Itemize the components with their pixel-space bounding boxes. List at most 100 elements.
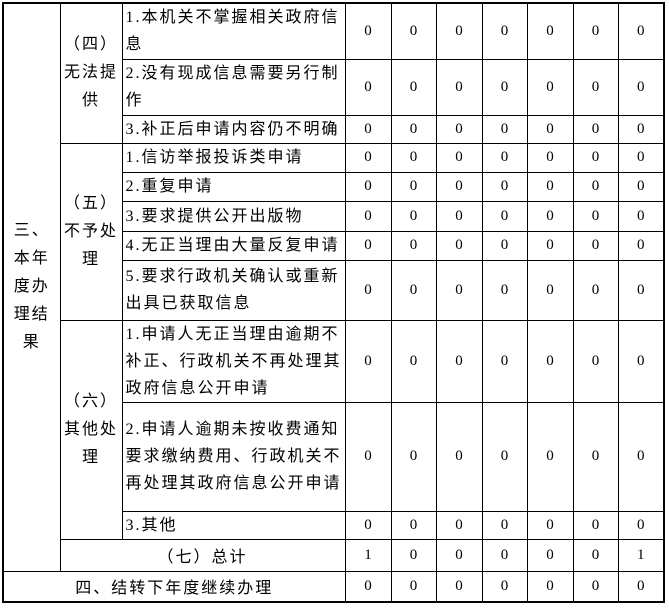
item-cell: 3.补正后申请内容仍不明确 <box>121 114 346 144</box>
value-cell: 0 <box>526 230 574 261</box>
value-cell: 0 <box>344 259 392 321</box>
item-cell: 4.无正当理由大量反复申请 <box>121 230 346 261</box>
value-cell: 0 <box>572 319 619 403</box>
value-cell: 0 <box>390 142 437 173</box>
value-cell: 0 <box>390 58 437 116</box>
value-cell: 0 <box>390 230 437 261</box>
value-cell: 0 <box>572 171 619 202</box>
value-cell: 0 <box>435 538 483 572</box>
carryover-label-cell: 四、结转下年度继续办理 <box>2 570 346 603</box>
value-cell: 0 <box>344 58 392 116</box>
section-cell-year-results: 三、本年度办理结果 <box>2 2 61 572</box>
group-label: （四）无法提供 <box>63 36 118 110</box>
value-cell: 0 <box>344 142 392 173</box>
value-cell: 0 <box>526 570 574 603</box>
value-cell: 0 <box>526 319 574 403</box>
value-cell: 0 <box>572 570 619 603</box>
value-cell: 0 <box>481 58 528 116</box>
value-cell: 0 <box>526 142 574 173</box>
group-cell-unable-to-provide: （四）无法提供 <box>59 2 123 144</box>
table-row: 3.其他 0 0 0 0 0 0 0 <box>3 510 665 540</box>
value-cell: 0 <box>572 142 619 173</box>
value-cell: 0 <box>390 510 437 540</box>
value-cell: 0 <box>390 2 437 60</box>
value-cell: 0 <box>526 510 574 540</box>
value-cell: 0 <box>435 171 483 202</box>
value-cell: 0 <box>526 200 574 232</box>
table-row: 3.补正后申请内容仍不明确 0 0 0 0 0 0 0 <box>3 114 665 144</box>
value-cell: 0 <box>617 319 665 403</box>
item-cell: 1.申请人无正当理由逾期不补正、行政机关不再处理其政府信息公开申请 <box>121 319 346 403</box>
value-cell: 0 <box>481 319 528 403</box>
value-cell: 0 <box>390 259 437 321</box>
item-cell: 3.要求提供公开出版物 <box>121 200 346 232</box>
value-cell: 0 <box>344 401 392 512</box>
group-cell-other-processing: （六）其他处理 <box>59 319 123 540</box>
value-cell: 0 <box>481 570 528 603</box>
value-cell: 0 <box>617 510 665 540</box>
value-cell: 0 <box>481 401 528 512</box>
value-cell: 0 <box>617 142 665 173</box>
table-row: 5.要求行政机关确认或重新出具已获取信息 0 0 0 0 0 0 0 <box>3 259 665 321</box>
value-cell: 0 <box>344 2 392 60</box>
value-cell: 0 <box>617 171 665 202</box>
item-cell: 2.重复申请 <box>121 171 346 202</box>
value-cell: 0 <box>435 200 483 232</box>
total-label-cell: （七）总计 <box>59 538 346 572</box>
value-cell: 0 <box>344 114 392 144</box>
value-cell: 0 <box>435 2 483 60</box>
table-row: （五）不予处理 1.信访举报投诉类申请 0 0 0 0 0 0 0 <box>3 142 665 321</box>
table-row-total: （七）总计 1 0 0 0 0 0 1 <box>3 538 665 572</box>
value-cell: 0 <box>390 401 437 512</box>
group-label: （六）其他处理 <box>63 392 118 466</box>
value-cell: 1 <box>344 538 392 572</box>
table-row: 3.要求提供公开出版物 0 0 0 0 0 0 0 <box>3 200 665 232</box>
item-cell: 2.没有现成信息需要另行制作 <box>121 58 346 116</box>
value-cell: 0 <box>435 510 483 540</box>
section-label: 三、本年度办理结果 <box>13 222 50 352</box>
value-cell: 0 <box>344 319 392 403</box>
value-cell: 0 <box>572 510 619 540</box>
item-cell: 1.本机关不掌握相关政府信息 <box>121 2 346 60</box>
table-row: 三、本年度办理结果 （四）无法提供 1.本机关不掌握相关政府信息 0 0 0 0… <box>2 2 665 572</box>
value-cell: 0 <box>481 230 528 261</box>
value-cell: 0 <box>435 58 483 116</box>
value-cell: 0 <box>390 171 437 202</box>
value-cell: 0 <box>390 200 437 232</box>
value-cell: 0 <box>390 538 437 572</box>
annual-report-table: 三、本年度办理结果 （四）无法提供 1.本机关不掌握相关政府信息 0 0 0 0… <box>2 2 665 603</box>
value-cell: 0 <box>617 401 665 512</box>
group-label: （五）不予处理 <box>63 194 118 268</box>
value-cell: 0 <box>390 114 437 144</box>
value-cell: 0 <box>526 259 574 321</box>
value-cell: 0 <box>481 200 528 232</box>
item-cell: 1.信访举报投诉类申请 <box>121 142 346 173</box>
value-cell: 0 <box>481 538 528 572</box>
table-row: 2.重复申请 0 0 0 0 0 0 0 <box>3 171 665 202</box>
value-cell: 0 <box>481 259 528 321</box>
value-cell: 1 <box>617 538 665 572</box>
value-cell: 0 <box>572 538 619 572</box>
value-cell: 0 <box>572 259 619 321</box>
value-cell: 0 <box>481 114 528 144</box>
value-cell: 0 <box>617 570 665 603</box>
value-cell: 0 <box>435 230 483 261</box>
value-cell: 0 <box>572 114 619 144</box>
value-cell: 0 <box>435 401 483 512</box>
value-cell: 0 <box>526 58 574 116</box>
value-cell: 0 <box>526 401 574 512</box>
value-cell: 0 <box>435 114 483 144</box>
value-cell: 0 <box>344 230 392 261</box>
value-cell: 0 <box>344 200 392 232</box>
value-cell: 0 <box>572 58 619 116</box>
item-cell: 5.要求行政机关确认或重新出具已获取信息 <box>121 259 346 321</box>
item-cell: 2.申请人逾期未按收费通知要求缴纳费用、行政机关不再处理其政府信息公开申请 <box>121 401 346 512</box>
value-cell: 0 <box>435 259 483 321</box>
group-cell-no-processing: （五）不予处理 <box>59 142 123 321</box>
value-cell: 0 <box>390 319 437 403</box>
value-cell: 0 <box>617 58 665 116</box>
value-cell: 0 <box>617 259 665 321</box>
value-cell: 0 <box>572 401 619 512</box>
table-row-carryover: 四、结转下年度继续办理 0 0 0 0 0 0 0 <box>2 570 665 603</box>
value-cell: 0 <box>435 142 483 173</box>
